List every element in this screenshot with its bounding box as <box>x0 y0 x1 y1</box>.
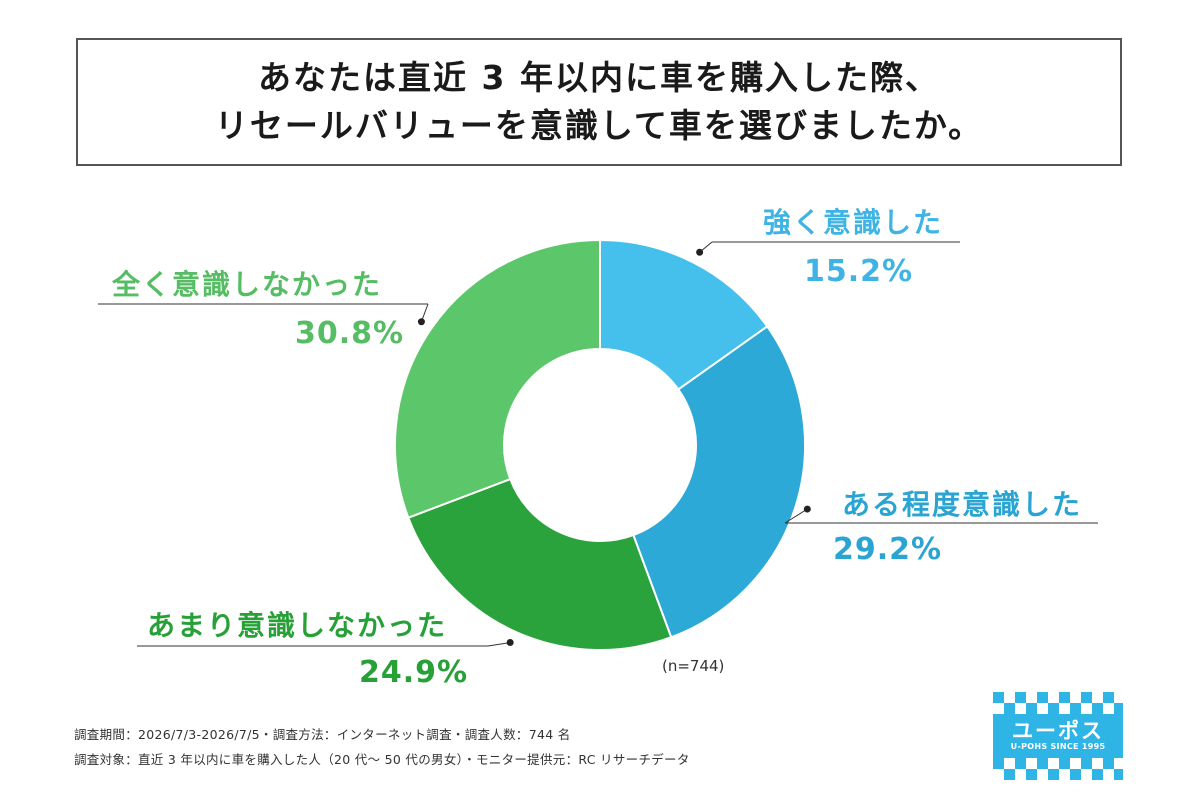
category-label-4: 全く意識しなかった <box>112 268 383 301</box>
leader-dot-3 <box>506 639 514 647</box>
logo-tagline: U-POHS SINCE 1995 <box>1010 742 1106 751</box>
value-label-4: 30.8% <box>295 316 405 351</box>
value-label-3: 24.9% <box>359 655 469 690</box>
donut-slice-4 <box>394 238 601 519</box>
donut-slice-1 <box>599 238 769 391</box>
footer-survey-target: 調査対象：直近 3 年以内に車を購入した人（20 代〜 50 代の男女）・モニタ… <box>74 752 690 767</box>
footer-survey-period: 調査期間：2026/7/3-2026/7/5・調査方法：インターネット調査・調査… <box>74 727 571 742</box>
title-box: あなたは直近 3 年以内に車を購入した際、 リセールバリューを意識して車を選びま… <box>76 38 1122 166</box>
leader-dot-1 <box>696 248 704 256</box>
title-line-2: リセールバリューを意識して車を選びましたか。 <box>214 106 984 145</box>
upos-logo: ユーポス U-POHS SINCE 1995 <box>993 692 1125 780</box>
category-label-1: 強く意識した <box>763 206 944 239</box>
donut-slice-3 <box>407 477 673 651</box>
leader-dot-2 <box>803 505 811 513</box>
leader-line-3 <box>487 642 511 647</box>
logo-name: ユーポス <box>1012 719 1104 743</box>
donut-slice-2 <box>632 325 806 639</box>
title-line-1: あなたは直近 3 年以内に車を購入した際、 <box>258 58 940 97</box>
value-label-1: 15.2% <box>804 254 914 289</box>
sample-size-note: (n=744) <box>662 657 725 675</box>
leader-line-2 <box>784 508 808 524</box>
category-label-2: ある程度意識した <box>842 488 1083 521</box>
checkered-logo-background <box>993 692 1125 780</box>
category-label-3: あまり意識しなかった <box>147 609 448 642</box>
value-label-2: 29.2% <box>833 532 943 567</box>
leader-dot-4 <box>417 318 425 326</box>
